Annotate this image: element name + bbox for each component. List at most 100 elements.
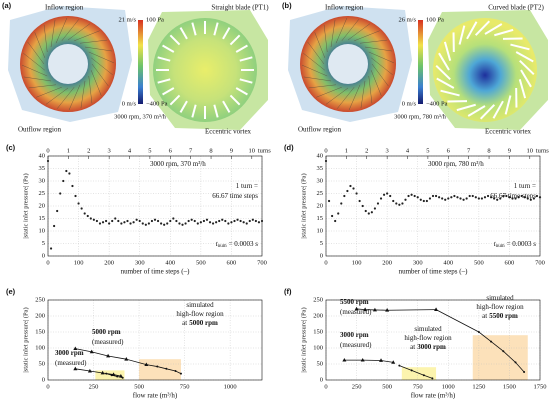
- series-line: [399, 365, 433, 379]
- point: [367, 212, 370, 215]
- series-line: [106, 373, 123, 379]
- point: [166, 222, 169, 225]
- marker: [391, 360, 396, 364]
- panel-label: (d): [284, 143, 294, 152]
- marker: [372, 307, 377, 312]
- point: [404, 198, 407, 201]
- point: [395, 202, 398, 205]
- plot-frame: [325, 299, 541, 381]
- point: [150, 219, 154, 223]
- marker: [342, 357, 347, 362]
- annotation: 66.67 time steps: [212, 192, 258, 200]
- point: [169, 219, 172, 223]
- x-tick-label: 0: [46, 383, 49, 390]
- x2-axis-label: turns: [536, 147, 549, 154]
- marker: [523, 371, 526, 373]
- point: [117, 219, 120, 223]
- blade: [213, 104, 219, 118]
- streak: [55, 17, 68, 44]
- blade: [157, 78, 171, 84]
- x-tick-label: 400: [443, 259, 453, 266]
- point: [147, 222, 150, 225]
- velocity-max: 26 m/s: [398, 16, 416, 23]
- x2-tick-label: 8: [209, 147, 212, 154]
- blade: [229, 94, 241, 106]
- marker: [385, 308, 390, 312]
- marker: [89, 349, 94, 354]
- blade: [520, 69, 532, 88]
- annotation: at 3000 rpm: [410, 343, 446, 351]
- point: [227, 222, 230, 225]
- series-line: [344, 359, 394, 363]
- point: [190, 218, 193, 221]
- point: [474, 196, 477, 199]
- annotation: 3000 rpm, 780 m³/h: [428, 160, 484, 168]
- velocity-max: 21 m/s: [118, 16, 136, 23]
- x-tick-label: 300: [413, 259, 423, 266]
- plot-frame: [47, 299, 263, 381]
- annotation-part: 5500 rpm: [489, 312, 518, 320]
- y-tick-label: 0: [42, 376, 45, 383]
- point: [65, 169, 68, 173]
- y-tick-label: 35: [317, 165, 324, 172]
- vortex-label: Eccentric vortex: [205, 128, 252, 136]
- point: [364, 209, 367, 213]
- point: [538, 196, 542, 199]
- point: [196, 222, 199, 225]
- point: [92, 218, 95, 221]
- streak: [368, 75, 373, 104]
- annotation-part: t: [494, 240, 497, 248]
- x2-tick-label: 9: [508, 147, 511, 154]
- outflow-label: Outflow region: [298, 126, 341, 134]
- y-tick-label: 0: [320, 252, 323, 259]
- x2-axis-label: turns: [258, 147, 271, 154]
- point: [98, 222, 102, 225]
- y-tick-label: 25: [317, 190, 324, 197]
- point: [245, 222, 248, 225]
- x2-tick-label: 3: [386, 147, 389, 154]
- point: [386, 192, 389, 195]
- annotation-part: (measured): [55, 359, 87, 367]
- point: [447, 197, 450, 200]
- streak: [43, 24, 48, 53]
- annotation-part: num: [218, 244, 227, 249]
- point: [68, 172, 71, 175]
- annotation: 66.67 time steps: [490, 192, 536, 200]
- point: [160, 222, 163, 225]
- blade-label: Straight blade (PT1): [211, 4, 269, 12]
- point: [419, 198, 422, 201]
- x-tick-label: 0: [324, 383, 327, 390]
- point: [172, 217, 175, 220]
- annotation-part: 3000 rpm, 780 m³/h: [428, 160, 484, 168]
- y-tick-label: 40: [317, 152, 324, 159]
- streak: [316, 86, 342, 98]
- marker: [410, 369, 413, 372]
- marker: [73, 346, 78, 351]
- streak: [368, 51, 395, 64]
- y-tick-label: 35: [39, 165, 46, 172]
- annotation: (measured): [340, 341, 372, 349]
- x2-tick-label: 7: [189, 147, 193, 154]
- streak: [34, 32, 46, 58]
- marker: [73, 366, 78, 371]
- y-tick-label: 10: [39, 227, 46, 234]
- streak: [354, 30, 380, 42]
- annotation: 3000 rpm: [55, 349, 84, 357]
- point: [257, 221, 261, 224]
- x-axis-label: number of time steps (–): [121, 268, 190, 276]
- streak: [61, 19, 80, 41]
- colorbar: [418, 20, 423, 104]
- point: [49, 247, 53, 250]
- annotation-part: (measured): [340, 308, 372, 316]
- streak: [303, 76, 332, 82]
- point: [239, 219, 242, 223]
- y-axis-label: |static inlet pressure| (Pa): [300, 173, 307, 238]
- x2-tick-label: 5: [426, 147, 429, 154]
- x-tick-label: 500: [474, 259, 484, 266]
- x-tick-label: 1500: [503, 383, 516, 390]
- x-tick-label: 1000: [442, 383, 455, 390]
- x-tick-label: 200: [104, 259, 114, 266]
- annotation: 5000 rpm: [92, 328, 121, 336]
- point: [535, 194, 539, 198]
- x-tick-label: 500: [382, 383, 392, 390]
